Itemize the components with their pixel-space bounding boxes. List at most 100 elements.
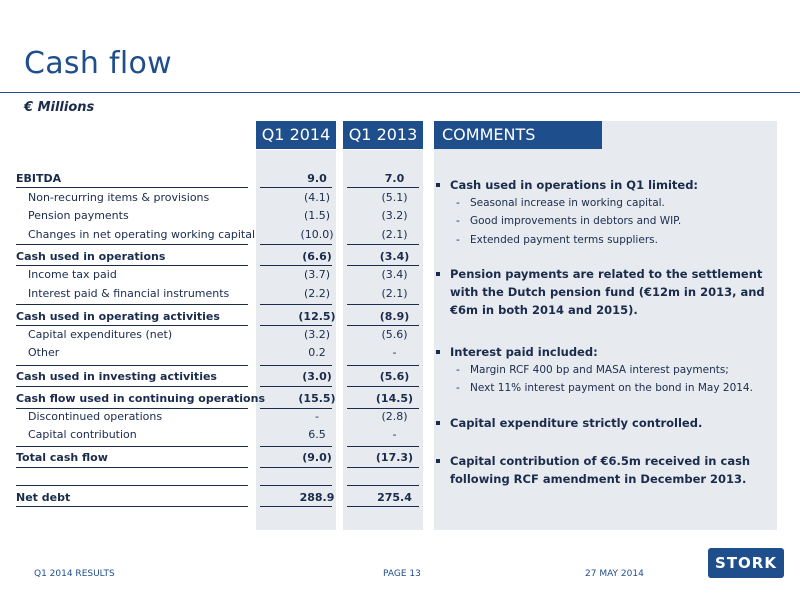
row-divider — [16, 386, 248, 387]
row-label: Interest paid & financial instruments — [28, 287, 230, 300]
value-q1-2013: - — [392, 346, 397, 359]
value-q1-2014: (15.5) — [298, 392, 336, 405]
value-q1-2014: (12.5) — [298, 310, 336, 323]
comment-text: Pension payments are related to the sett… — [450, 267, 765, 317]
dash-icon: - — [456, 382, 460, 394]
table-row: Discontinued operations - (2.8) — [16, 406, 408, 428]
row-divider — [347, 446, 419, 447]
row-divider — [347, 408, 419, 409]
row-divider — [16, 244, 248, 245]
row-divider — [347, 187, 419, 188]
column-header-q1-2014: Q1 2014 — [256, 121, 336, 149]
page-title: Cash flow — [24, 46, 172, 81]
dash-icon: - — [456, 197, 460, 209]
row-divider — [16, 265, 248, 266]
value-q1-2014: 9.0 — [307, 172, 327, 185]
row-divider — [347, 386, 419, 387]
row-divider — [260, 244, 332, 245]
value-q1-2014: (4.1) — [303, 191, 331, 204]
table-row: EBITDA 9.0 7.0 — [16, 168, 404, 190]
row-divider — [16, 467, 248, 468]
row-divider — [260, 304, 332, 305]
row-label: Changes in net operating working capital — [28, 228, 256, 241]
value-q1-2013: (2.1) — [381, 228, 408, 241]
value-q1-2014: (6.6) — [302, 250, 332, 263]
row-label: Discontinued operations — [28, 410, 163, 423]
row-label: Capital expenditures (net) — [28, 328, 173, 341]
row-divider — [16, 365, 248, 366]
comment-text: Interest paid included: — [450, 345, 598, 359]
row-divider — [260, 365, 332, 366]
stork-logo: STORK — [708, 548, 784, 578]
value-q1-2014: - — [315, 410, 319, 423]
row-label: Cash flow used in continuing operations — [16, 392, 265, 405]
footer-left: Q1 2014 RESULTS — [34, 569, 115, 579]
column-bg-q1-2014 — [256, 150, 336, 530]
row-divider — [16, 485, 248, 486]
value-q1-2014: (2.2) — [303, 287, 331, 300]
value-q1-2013: 7.0 — [384, 172, 405, 185]
row-label: Capital contribution — [28, 428, 137, 441]
row-divider — [260, 325, 332, 326]
table-row: Net debt 288.9 275.4 — [16, 487, 412, 509]
row-divider — [260, 467, 332, 468]
row-divider — [347, 265, 419, 266]
value-q1-2014: (1.5) — [303, 209, 331, 222]
table-row: Cash used in operations (6.6) (3.4) — [16, 246, 409, 268]
column-bg-q1-2013 — [343, 150, 423, 530]
row-divider — [260, 408, 332, 409]
dash-icon: - — [456, 364, 460, 376]
title-divider — [0, 92, 800, 93]
value-q1-2014: 0.2 — [308, 346, 326, 359]
footer-page: PAGE 13 — [383, 569, 421, 579]
column-header-q1-2013: Q1 2013 — [343, 121, 423, 149]
row-divider — [347, 467, 419, 468]
comments-header: COMMENTS — [434, 121, 602, 149]
table-row: Pension payments (1.5) (3.2) — [16, 205, 408, 227]
row-divider — [347, 485, 419, 486]
row-divider — [347, 325, 419, 326]
value-q1-2013: (8.9) — [379, 310, 410, 323]
comment-text: Capital contribution of €6.5m received i… — [450, 454, 751, 486]
value-q1-2014: (3.0) — [302, 370, 332, 383]
value-q1-2013: (3.2) — [381, 209, 408, 222]
row-divider — [16, 187, 248, 188]
comment-text: Capital expenditure strictly controlled. — [450, 416, 703, 430]
row-divider — [260, 485, 332, 486]
value-q1-2014: 6.5 — [308, 428, 326, 441]
row-label: Total cash flow — [16, 451, 108, 464]
table-row: Capital expenditures (net) (3.2) (5.6) — [16, 324, 408, 346]
value-q1-2014: (3.7) — [303, 268, 331, 281]
dash-icon: - — [456, 215, 460, 227]
table-row: Changes in net operating working capital… — [16, 224, 408, 246]
row-divider — [16, 446, 248, 447]
table-row: Income tax paid (3.7) (3.4) — [16, 264, 408, 286]
row-divider — [260, 386, 332, 387]
value-q1-2013: (2.8) — [381, 410, 408, 423]
bullet-icon — [436, 272, 440, 276]
row-divider — [16, 506, 248, 507]
row-label: Net debt — [16, 491, 71, 504]
value-q1-2014: 288.9 — [299, 491, 335, 504]
row-label: Cash used in operations — [16, 250, 166, 263]
row-divider — [347, 365, 419, 366]
bullet-icon — [436, 350, 440, 354]
table-row: Cash used in operating activities (12.5)… — [16, 306, 409, 328]
dash-icon: - — [456, 234, 460, 246]
row-divider — [347, 244, 419, 245]
value-q1-2013: (14.5) — [375, 392, 414, 405]
row-label: Other — [28, 346, 60, 359]
value-q1-2013: (5.6) — [381, 328, 408, 341]
value-q1-2013: - — [392, 428, 397, 441]
row-divider — [260, 506, 332, 507]
value-q1-2014: (10.0) — [300, 228, 334, 241]
row-divider — [347, 304, 419, 305]
footer-date: 27 MAY 2014 — [585, 569, 644, 579]
value-q1-2014: (3.2) — [303, 328, 331, 341]
table-row: Other 0.2 - — [16, 342, 396, 364]
subbullet-text: Next 11% interest payment on the bond in… — [470, 382, 753, 394]
row-divider — [260, 446, 332, 447]
row-label: Non-recurring items & provisions — [28, 191, 210, 204]
subbullet-text: Extended payment terms suppliers. — [470, 234, 658, 246]
value-q1-2013: (17.3) — [375, 451, 414, 464]
